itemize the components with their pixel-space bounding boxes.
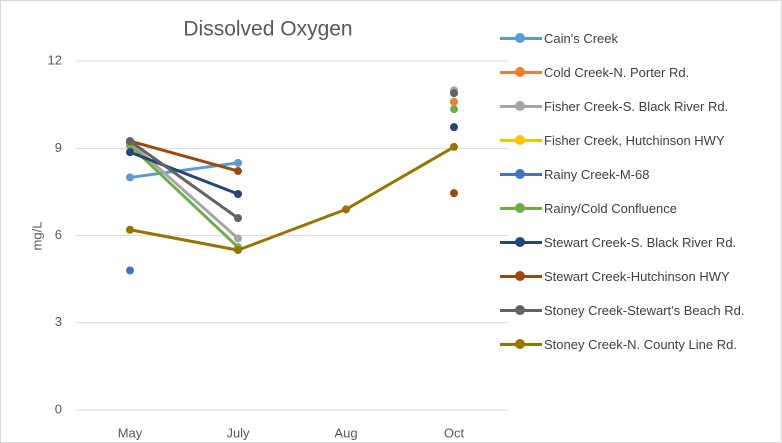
legend-label: Cain's Creek — [544, 31, 619, 46]
data-point — [234, 189, 242, 198]
data-point — [234, 246, 242, 255]
legend-label: Stoney Creek-N. County Line Rd. — [544, 337, 737, 352]
legend-label: Fisher Creek-S. Black River Rd. — [544, 99, 729, 114]
legend-item: Rainy Creek-M-68 — [498, 158, 782, 192]
chart-title: Dissolved Oxygen — [183, 18, 352, 41]
y-tick-label: 0 — [55, 401, 62, 416]
legend-label: Stewart Creek-Hutchinson HWY — [544, 269, 730, 284]
data-point — [126, 137, 134, 146]
data-point — [126, 173, 134, 182]
legend-label: Rainy/Cold Confluence — [544, 201, 677, 216]
legend-item: Stewart Creek-Hutchinson HWY — [498, 260, 782, 294]
data-point — [450, 97, 458, 106]
legend-item: Stoney Creek-N. County Line Rd. — [498, 328, 782, 362]
data-point — [234, 214, 242, 223]
legend-label: Stoney Creek-Stewart's Beach Rd. — [544, 303, 745, 318]
legend-marker — [515, 101, 525, 111]
data-point — [450, 142, 458, 151]
legend-item: Stoney Creek-Stewart's Beach Rd. — [498, 294, 782, 328]
legend-marker — [515, 339, 525, 349]
legend-label: Fisher Creek, Hutchinson HWY — [544, 133, 725, 148]
data-point — [126, 266, 134, 275]
legend-item: Cain's Creek — [498, 22, 782, 56]
x-tick-label: July — [226, 425, 250, 440]
data-point — [234, 167, 242, 176]
legend-marker — [515, 305, 525, 315]
legend-item: Fisher Creek, Hutchinson HWY — [498, 124, 782, 158]
y-tick-label: 6 — [55, 227, 62, 242]
y-tick-label: 9 — [55, 140, 62, 155]
legend-label: Cold Creek-N. Porter Rd. — [544, 65, 690, 80]
data-point — [450, 189, 458, 198]
data-point — [126, 148, 134, 157]
legend-marker — [515, 169, 525, 179]
y-tick-label: 12 — [48, 53, 62, 68]
y-tick-label: 3 — [55, 314, 62, 329]
legend-marker — [515, 237, 525, 247]
series-line — [129, 145, 455, 252]
series-line — [130, 109, 454, 247]
y-axis-label: mg/L — [29, 222, 44, 251]
data-point — [450, 89, 458, 98]
legend-item: Rainy/Cold Confluence — [498, 192, 782, 226]
legend-item: Cold Creek-N. Porter Rd. — [498, 56, 782, 90]
data-point — [126, 225, 134, 234]
legend-marker — [515, 271, 525, 281]
legend-marker — [515, 203, 525, 213]
data-point — [450, 123, 458, 132]
legend-item: Stewart Creek-S. Black River Rd. — [498, 226, 782, 260]
data-point — [234, 234, 242, 243]
data-point — [450, 105, 458, 114]
series-line — [129, 161, 239, 179]
data-point — [342, 205, 350, 214]
legend-marker — [515, 33, 525, 43]
x-tick-label: May — [118, 425, 143, 440]
legend-marker — [515, 67, 525, 77]
x-tick-label: Oct — [444, 425, 465, 440]
legend-label: Rainy Creek-M-68 — [544, 167, 650, 182]
legend-item: Fisher Creek-S. Black River Rd. — [498, 90, 782, 124]
x-tick-label: Aug — [334, 425, 357, 440]
legend-label: Stewart Creek-S. Black River Rd. — [544, 235, 737, 250]
data-point — [234, 158, 242, 167]
series-line — [130, 90, 454, 238]
legend: Cain's Creek Cold Creek-N. Porter Rd. Fish… — [498, 22, 782, 362]
legend-marker — [515, 135, 525, 145]
